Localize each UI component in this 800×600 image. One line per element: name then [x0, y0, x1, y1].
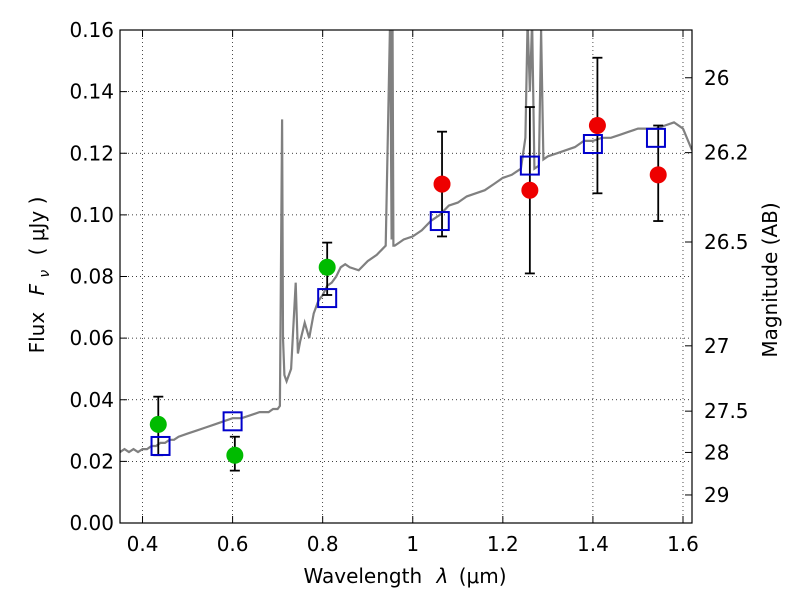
- observed-flux-point: [521, 181, 539, 199]
- observed-flux-point: [226, 446, 244, 464]
- grid-lines: [120, 29, 692, 524]
- observed-flux-point: [588, 117, 606, 135]
- plot-frame: [119, 29, 693, 524]
- y2-tick-label: 26: [704, 66, 729, 90]
- model-flux-square: [429, 211, 450, 232]
- y-axis-title-units: ( μJy ): [25, 197, 49, 256]
- x-tick-label: 1.2: [487, 532, 519, 556]
- model-flux-square: [150, 435, 171, 456]
- x-tick-label: 1.6: [667, 532, 699, 556]
- model-flux-square: [645, 127, 666, 148]
- y-tick-label: 0.10: [69, 203, 114, 227]
- model-flux-square: [582, 134, 603, 155]
- model-spectrum-line: [120, 30, 692, 454]
- observed-flux-point: [433, 175, 451, 193]
- y2-ticks: 26 26.2 26.5 27 27.5 28 29: [685, 66, 749, 507]
- x-tick-label: 1.4: [577, 532, 609, 556]
- y2-tick-label: 27: [704, 334, 729, 358]
- x-tick-label: 1: [406, 532, 419, 556]
- y-tick-label: 0.16: [69, 18, 114, 42]
- x-axis-title-prefix: Wavelength: [303, 564, 422, 588]
- observed-flux-point: [149, 415, 167, 433]
- y2-axis-title: Magnitude (AB): [758, 202, 782, 357]
- y2-tick-label: 29: [704, 483, 729, 507]
- x-axis-title-units: (μm): [459, 564, 507, 588]
- y-axis-title-symbol: F: [25, 283, 49, 295]
- y-tick-label: 0.06: [69, 326, 114, 350]
- y-axis-title-prefix: Flux: [25, 312, 49, 354]
- model-flux-square: [519, 155, 540, 176]
- observed-flux-point: [318, 258, 336, 276]
- x-tick-label: 0.4: [127, 532, 159, 556]
- y-axis-title-sub: ν: [37, 270, 53, 278]
- y-tick-label: 0.14: [69, 80, 114, 104]
- y-ticks: 0.00 0.02 0.04 0.06 0.08 0.10 0.12 0.14 0.16: [69, 18, 127, 535]
- x-axis-title: Wavelength λ (μm): [303, 564, 506, 588]
- y2-tick-label: 27.5: [704, 399, 749, 423]
- y-tick-label: 0.00: [69, 511, 114, 535]
- y2-tick-label: 28: [704, 440, 729, 464]
- y-axis-title: Flux F ν ( μJy ): [25, 197, 54, 354]
- plot-series: [120, 30, 692, 472]
- y-tick-label: 0.02: [69, 449, 114, 473]
- x-tick-label: 0.8: [307, 532, 339, 556]
- y-tick-label: 0.12: [69, 141, 114, 165]
- x-ticks: 0.4 0.6 0.8 1 1.2 1.4 1.6: [127, 30, 699, 556]
- x-tick-label: 0.6: [217, 532, 249, 556]
- model-flux-square: [317, 288, 338, 309]
- model-flux-square: [222, 411, 243, 432]
- y2-tick-label: 26.2: [704, 141, 749, 165]
- x-axis-title-symbol: λ: [436, 564, 449, 588]
- y2-tick-label: 26.5: [704, 230, 749, 254]
- y-tick-label: 0.08: [69, 265, 114, 289]
- observed-flux-point: [649, 166, 667, 184]
- y-tick-label: 0.04: [69, 388, 114, 412]
